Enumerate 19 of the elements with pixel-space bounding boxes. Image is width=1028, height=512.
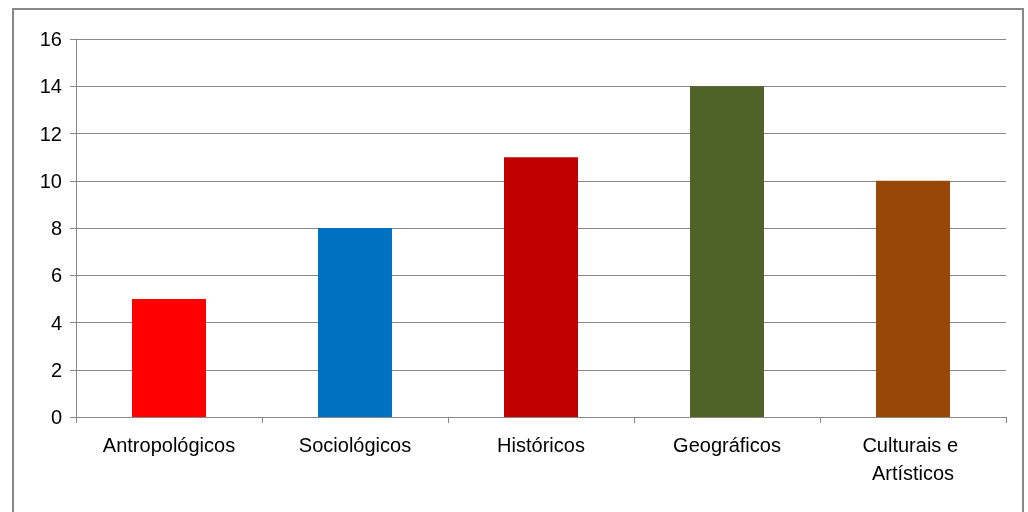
y-tick-label: 6 — [50, 264, 62, 287]
y-tick-label: 8 — [50, 217, 62, 239]
x-tick-label: Geográficos — [673, 434, 781, 456]
y-tick-label: 12 — [39, 122, 62, 145]
bar — [876, 180, 950, 417]
y-tick-label: 2 — [50, 358, 62, 381]
x-tick-label: Culturais e Artísticos — [862, 434, 964, 484]
y-tick-label: 0 — [50, 406, 62, 428]
y-tick-label: 4 — [50, 311, 62, 334]
y-tick-label: 16 — [39, 28, 62, 50]
x-tick-label: Sociológicos — [298, 434, 412, 456]
bar — [690, 86, 764, 417]
x-tick-label: Históricos — [497, 434, 585, 456]
y-tick-label: 14 — [39, 75, 62, 98]
bar — [504, 157, 578, 417]
bar — [132, 298, 206, 417]
bar — [318, 228, 392, 417]
x-tick-label: Antropológicos — [102, 434, 236, 456]
y-tick-label: 10 — [39, 169, 62, 192]
